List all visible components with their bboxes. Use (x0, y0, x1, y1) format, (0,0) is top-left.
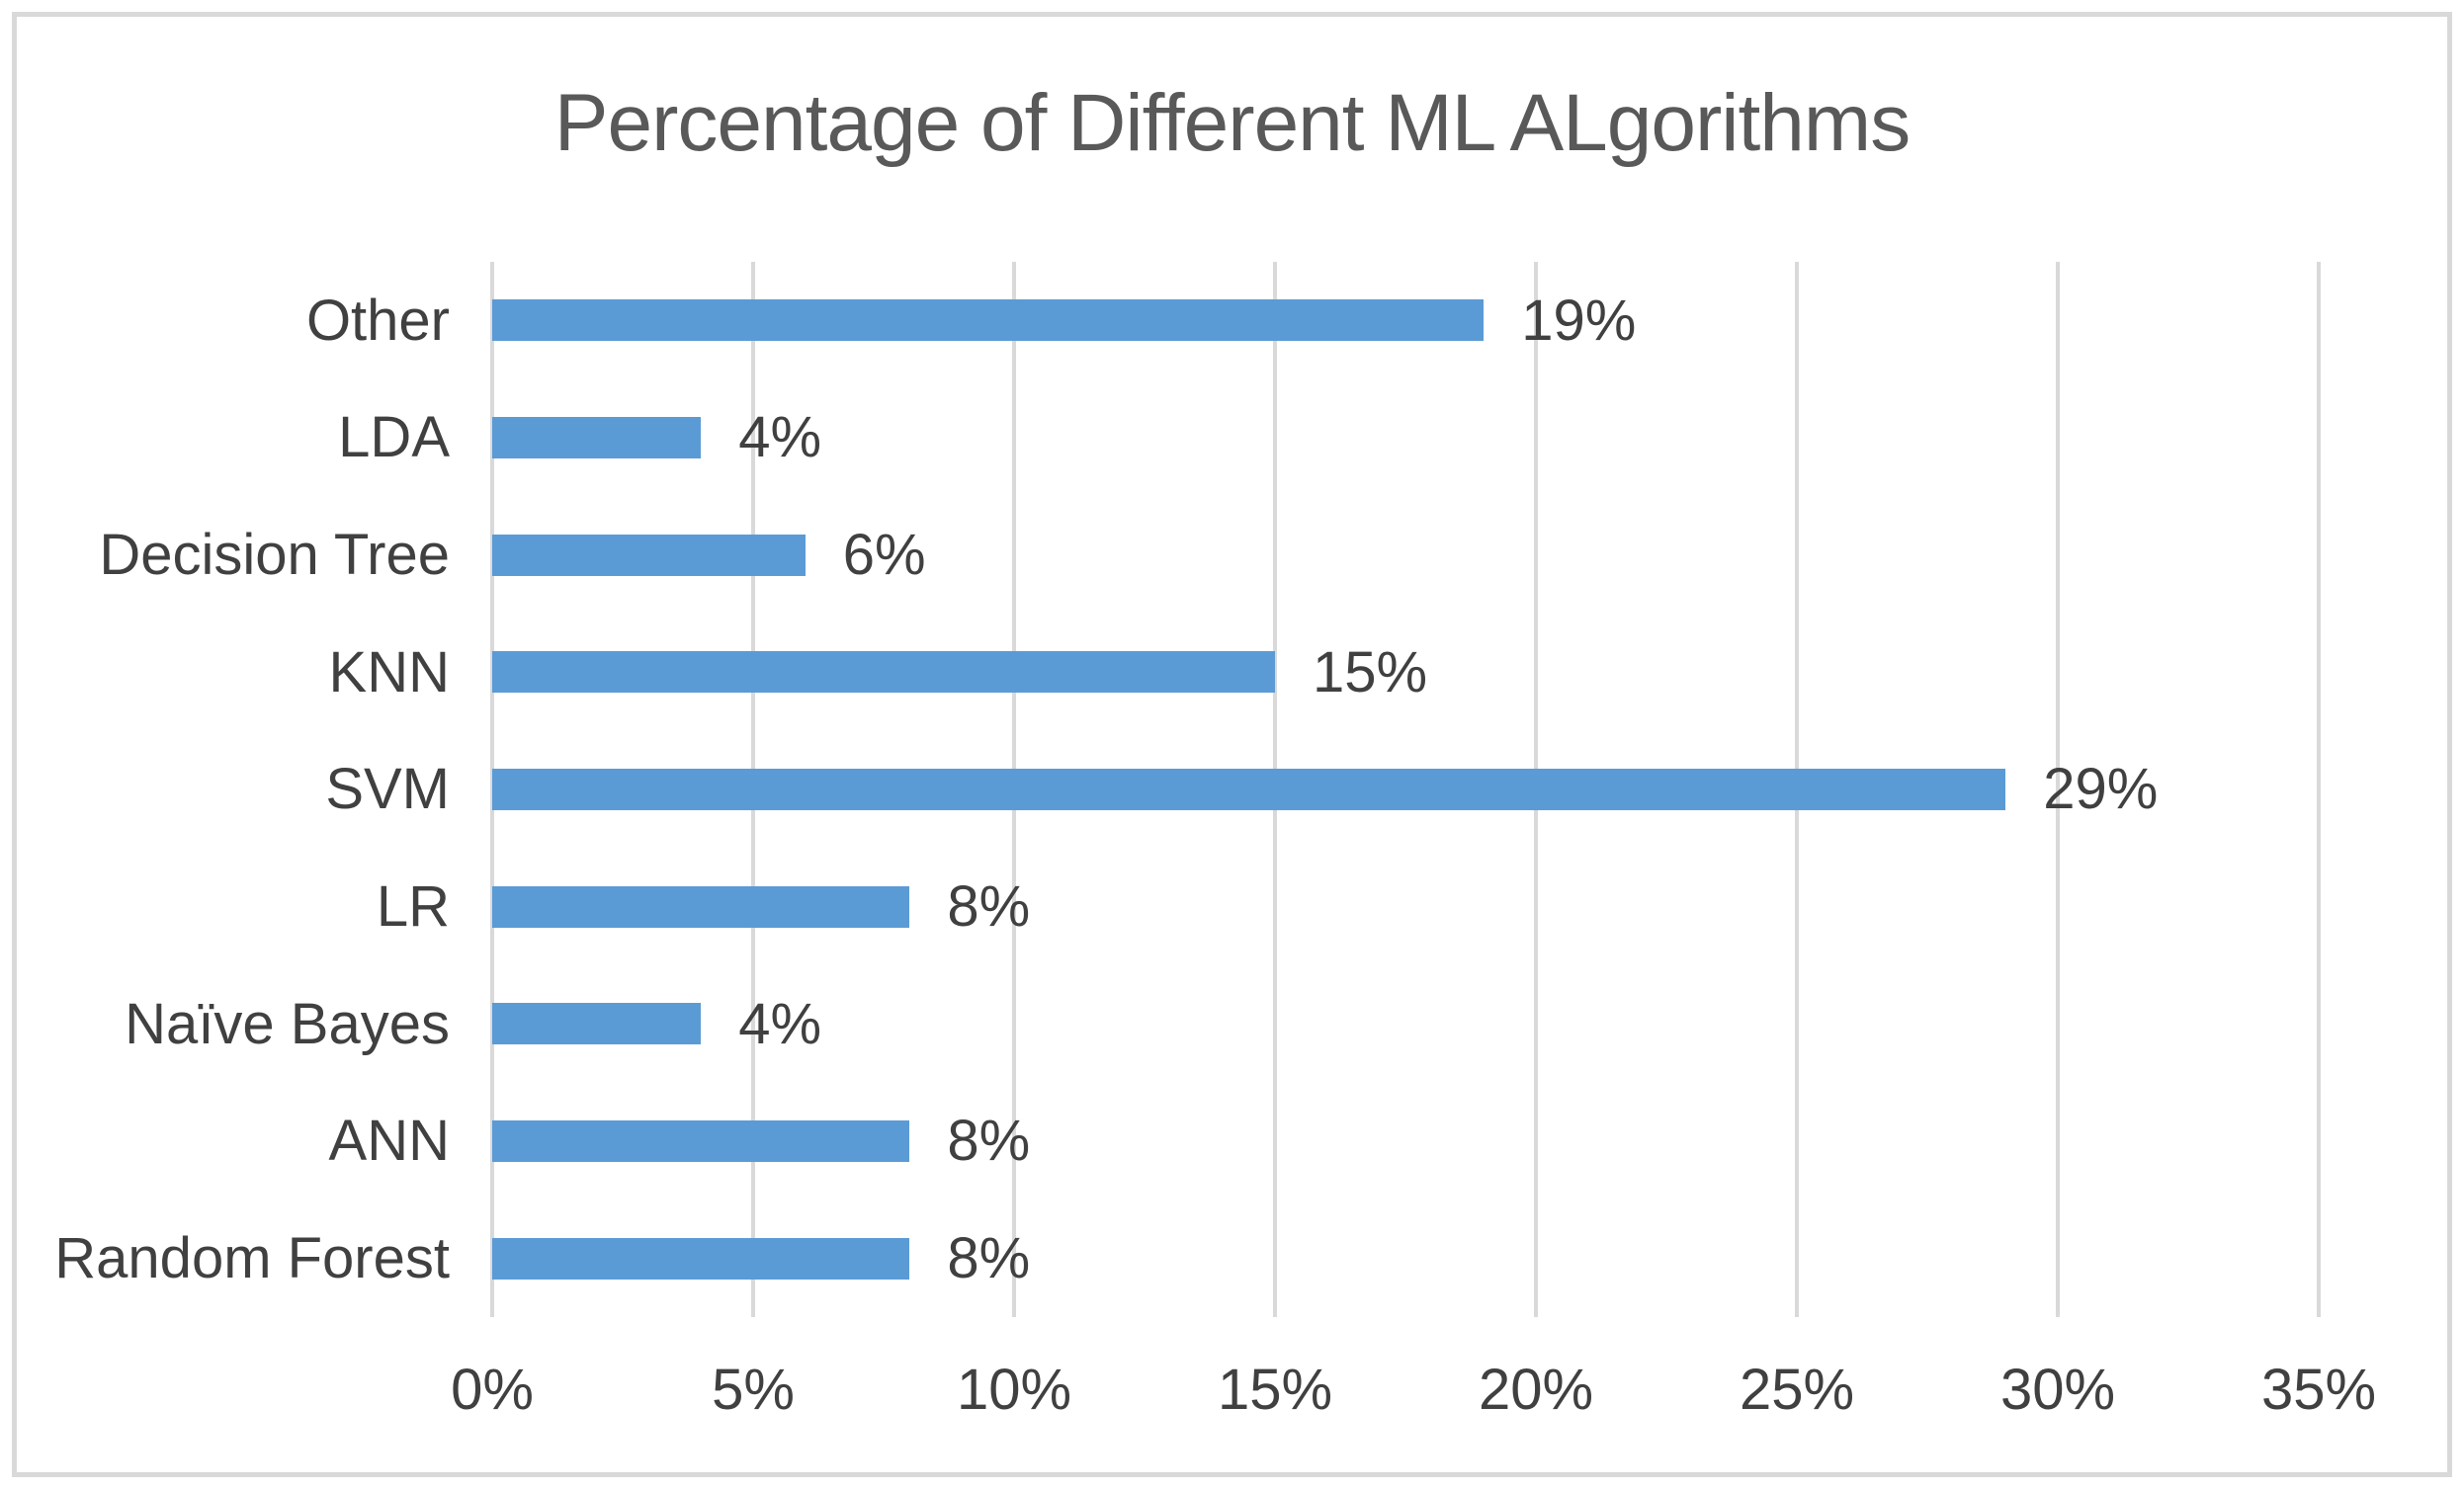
gridline-30% (2056, 262, 2060, 1317)
category-label-Random Forest: Random Forest (54, 1226, 450, 1291)
data-label-LR: 8% (947, 874, 1031, 940)
bar-Other (492, 299, 1485, 342)
bar-Decision Tree (492, 534, 806, 576)
data-label-LDA: 4% (738, 405, 822, 470)
category-label-Decision Tree: Decision Tree (99, 523, 450, 588)
data-label-Naïve Bayes: 4% (738, 991, 822, 1056)
chart-title: Percentage of Different ML ALgorithms (553, 78, 1911, 168)
plot-area: 19% 4% 6% 15% 29% 8% 4% 8% 8% (490, 262, 2321, 1317)
category-label-KNN: KNN (328, 639, 450, 704)
category-label-LR: LR (376, 874, 450, 940)
x-tick-label-15%: 15% (1217, 1358, 1333, 1422)
category-label-Naïve Bayes: Naïve Bayes (125, 991, 450, 1056)
x-tick-label-5%: 5% (712, 1358, 795, 1422)
data-label-KNN: 15% (1313, 639, 1428, 704)
bar-LR (492, 885, 910, 928)
data-label-ANN: 8% (947, 1109, 1031, 1174)
gridline-35% (2317, 262, 2321, 1317)
bar-ANN (492, 1120, 910, 1162)
bar-Naïve Bayes (492, 1003, 702, 1045)
category-label-LDA: LDA (338, 405, 450, 470)
data-label-Other: 19% (1521, 288, 1637, 353)
bar-KNN (492, 651, 1275, 694)
bar-LDA (492, 417, 702, 458)
x-tick-label-30%: 30% (1999, 1358, 2116, 1422)
x-tick-label-10%: 10% (956, 1358, 1072, 1422)
data-label-SVM: 29% (2043, 757, 2159, 822)
category-label-SVM: SVM (325, 757, 450, 822)
x-tick-label-35%: 35% (2260, 1358, 2377, 1422)
category-label-Other: Other (305, 288, 450, 353)
bar-Random Forest (492, 1237, 910, 1280)
data-label-Random Forest: 8% (947, 1226, 1031, 1291)
x-tick-label-20%: 20% (1478, 1358, 1594, 1422)
category-label-ANN: ANN (328, 1109, 450, 1174)
x-tick-label-25%: 25% (1739, 1358, 1855, 1422)
data-label-Decision Tree: 6% (842, 523, 926, 588)
x-tick-label-0%: 0% (451, 1358, 534, 1422)
bar-SVM (492, 769, 2006, 810)
chart-border (12, 12, 2452, 1477)
